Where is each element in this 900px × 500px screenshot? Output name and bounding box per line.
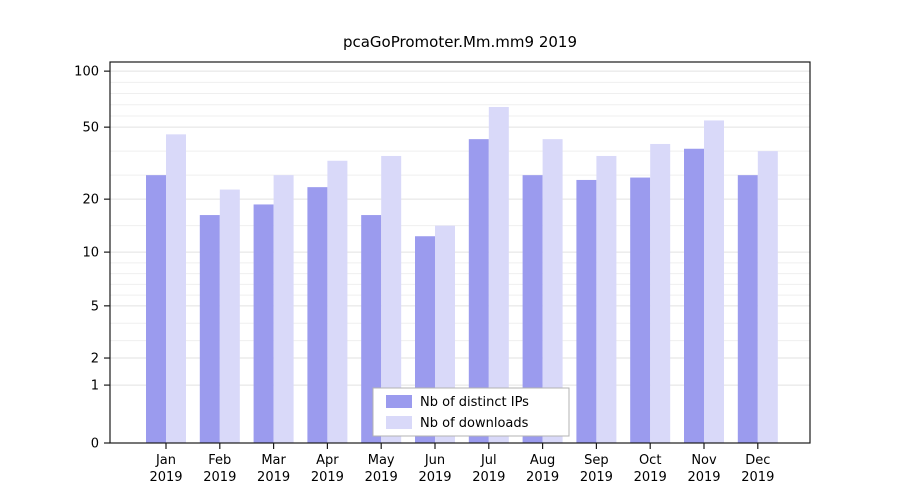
- bar-distinct-ips-feb: [199, 215, 220, 443]
- bar-distinct-ips-may: [361, 215, 382, 443]
- legend-label-downloads: Nb of downloads: [420, 416, 529, 431]
- bar-downloads-jan: [166, 134, 186, 443]
- bar-distinct-ips-nov: [684, 148, 704, 443]
- x-axis-tick-month: Jul: [480, 453, 497, 468]
- y-axis-tick-label: 0: [91, 437, 99, 452]
- bar-distinct-ips-apr: [307, 187, 328, 443]
- x-axis-tick-month: Mar: [261, 453, 286, 468]
- x-axis-tick-month: Sep: [584, 453, 609, 468]
- bar-distinct-ips-jul: [468, 139, 489, 443]
- x-axis-tick-month: Apr: [316, 453, 339, 468]
- bar-downloads-apr: [327, 160, 348, 444]
- chart-title: pcaGoPromoter.Mm.mm9 2019: [343, 33, 577, 51]
- x-axis-tick-year: 2019: [365, 470, 398, 485]
- x-axis-tick-year: 2019: [472, 470, 505, 485]
- y-axis-tick-label: 100: [74, 65, 99, 80]
- legend-swatch-downloads: [386, 416, 412, 429]
- legend-swatch-distinct-ips: [386, 395, 412, 408]
- x-axis-tick-year: 2019: [687, 470, 720, 485]
- bar-distinct-ips-dec: [737, 175, 758, 444]
- legend-label-distinct-ips: Nb of distinct IPs: [420, 395, 529, 410]
- bar-distinct-ips-sep: [576, 179, 597, 444]
- bar-downloads-dec: [757, 151, 778, 444]
- x-axis-tick-year: 2019: [741, 470, 774, 485]
- x-axis-tick-year: 2019: [634, 470, 667, 485]
- x-axis-tick-year: 2019: [418, 470, 451, 485]
- bar-distinct-ips-mar: [253, 204, 274, 443]
- bar-downloads-feb: [219, 189, 240, 443]
- x-axis-tick-year: 2019: [311, 470, 344, 485]
- x-axis-tick-year: 2019: [257, 470, 290, 485]
- y-axis-tick-label: 10: [82, 246, 99, 261]
- y-axis-tick-label: 50: [82, 121, 99, 136]
- bar-downloads-jul: [488, 106, 509, 444]
- x-axis-tick-year: 2019: [526, 470, 559, 485]
- bar-downloads-sep: [596, 155, 617, 444]
- y-axis-tick-label: 2: [91, 352, 99, 367]
- x-axis-tick-year: 2019: [203, 470, 236, 485]
- y-axis-tick-label: 1: [91, 379, 99, 394]
- x-axis-tick-year: 2019: [149, 470, 182, 485]
- x-axis-tick-month: Aug: [530, 453, 555, 468]
- y-axis-tick-label: 5: [91, 299, 99, 314]
- x-axis-tick-month: Oct: [639, 453, 661, 468]
- x-axis-tick-month: Dec: [745, 453, 770, 468]
- bar-distinct-ips-jan: [146, 175, 166, 444]
- x-axis-tick-month: May: [368, 453, 395, 468]
- x-axis-tick-month: Nov: [691, 453, 717, 468]
- bar-distinct-ips-oct: [630, 177, 651, 443]
- x-axis-tick-month: Jun: [424, 453, 445, 468]
- x-axis-tick-month: Jan: [155, 453, 176, 468]
- bar-downloads-mar: [273, 175, 294, 444]
- bar-downloads-oct: [650, 143, 671, 443]
- y-axis-tick-label: 20: [82, 193, 99, 208]
- bar-distinct-ips-aug: [522, 175, 543, 444]
- bar-downloads-aug: [542, 139, 563, 443]
- x-axis-tick-month: Feb: [208, 453, 231, 468]
- bar-downloads-nov: [704, 120, 724, 443]
- bar-downloads-may: [381, 155, 402, 444]
- x-axis-tick-year: 2019: [580, 470, 613, 485]
